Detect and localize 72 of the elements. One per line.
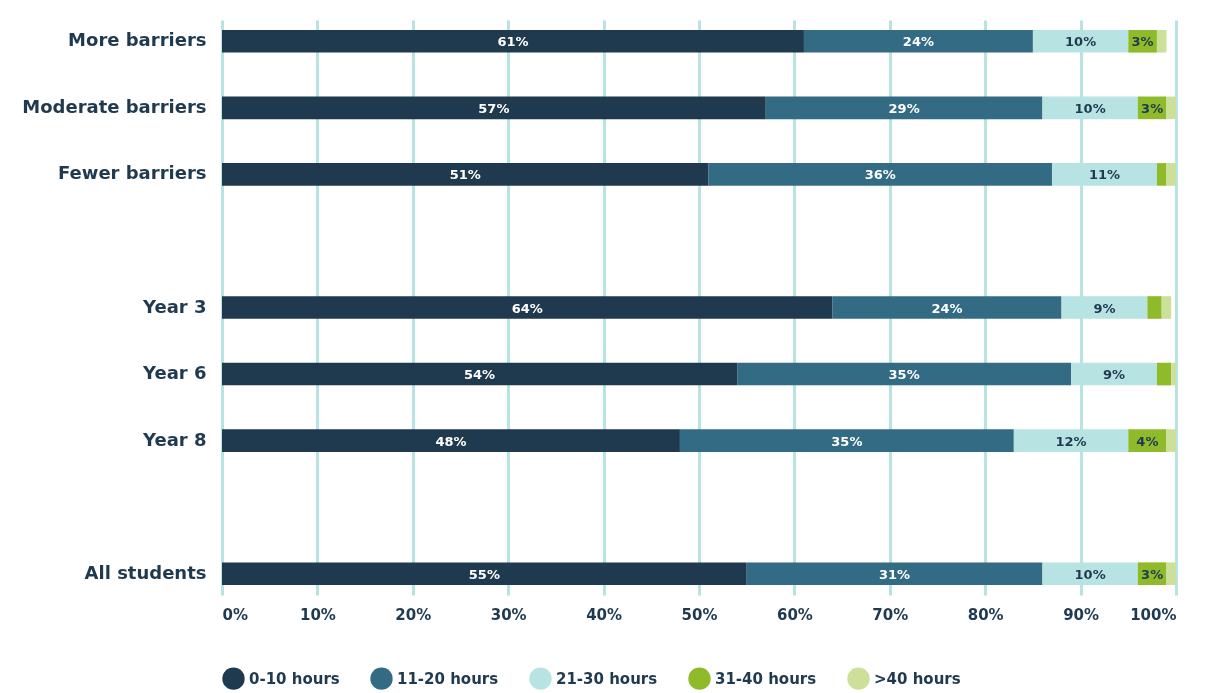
bar [1166,429,1176,452]
bar [708,163,1052,186]
x-tick-label: 60% [776,605,813,624]
data-label: 3% [1141,100,1164,116]
y-tick-label: Fewer barriers [57,162,207,184]
x-tick-label: 20% [395,605,432,624]
data-label: 51% [449,167,481,183]
bar [222,362,738,386]
x-tick-label: 40% [586,605,623,624]
data-label: 57% [478,100,510,116]
legend-label: 0-10 hours [249,669,340,688]
bar [222,96,766,120]
data-label: 4% [1136,433,1159,449]
x-tick-label: 50% [681,605,718,624]
data-label: 35% [831,433,863,449]
bar [1161,296,1172,319]
legend-label: 31-40 hours [715,669,817,688]
x-tick-label: 30% [490,605,527,624]
bar [1166,163,1176,186]
bar [737,362,1072,386]
data-label: 31% [879,566,911,582]
data-label: 29% [888,100,920,116]
data-label: 12% [1055,433,1087,449]
data-label: 35% [888,367,920,383]
bar [222,163,709,186]
legend-label: 21-30 hours [556,669,658,688]
y-tick-label: More barriers [68,29,207,51]
legend-label: 11-20 hours [397,669,499,688]
data-label: 3% [1131,34,1154,50]
data-label: 55% [468,566,500,582]
data-label: 54% [464,367,496,383]
bar [679,429,1014,452]
bar [222,429,680,452]
data-label: 48% [435,433,467,449]
x-tick-label: 70% [872,605,909,624]
bar [222,29,804,53]
data-label: 24% [931,300,963,316]
x-tick-label: 90% [1063,605,1100,624]
bar [746,562,1043,586]
x-tick-label: 10% [299,605,336,624]
data-label: 9% [1102,367,1126,383]
bar [222,296,833,319]
data-label: 3% [1141,566,1164,582]
y-tick-label: All students [84,561,207,583]
legend-label: >40 hours [874,669,961,688]
x-tick-label: 0% [222,605,248,624]
bar [1171,362,1176,386]
bar [1166,96,1176,120]
x-tick-label: 80% [967,605,1004,624]
bar [1166,562,1176,586]
bar [765,96,1043,120]
data-label: 64% [511,300,543,316]
data-label: 36% [864,167,896,183]
y-tick-label: Year 8 [142,428,207,450]
data-label: 10% [1074,100,1106,116]
bar [832,296,1062,319]
data-label: 24% [902,34,934,50]
bar [1156,163,1167,186]
data-label: 11% [1088,167,1121,183]
data-label: 10% [1065,34,1097,50]
data-label: 10% [1074,566,1106,582]
y-tick-label: Year 6 [142,362,207,384]
bar [222,562,747,586]
bar [1156,29,1167,53]
y-tick-label: Year 3 [142,295,207,317]
x-tick-label: 100% [1130,605,1177,624]
data-label: 61% [497,34,529,50]
data-label: 9% [1093,300,1116,316]
bar [1147,296,1162,319]
y-tick-label: Moderate barriers [22,95,207,117]
bar [1156,362,1172,386]
bar [803,29,1033,53]
